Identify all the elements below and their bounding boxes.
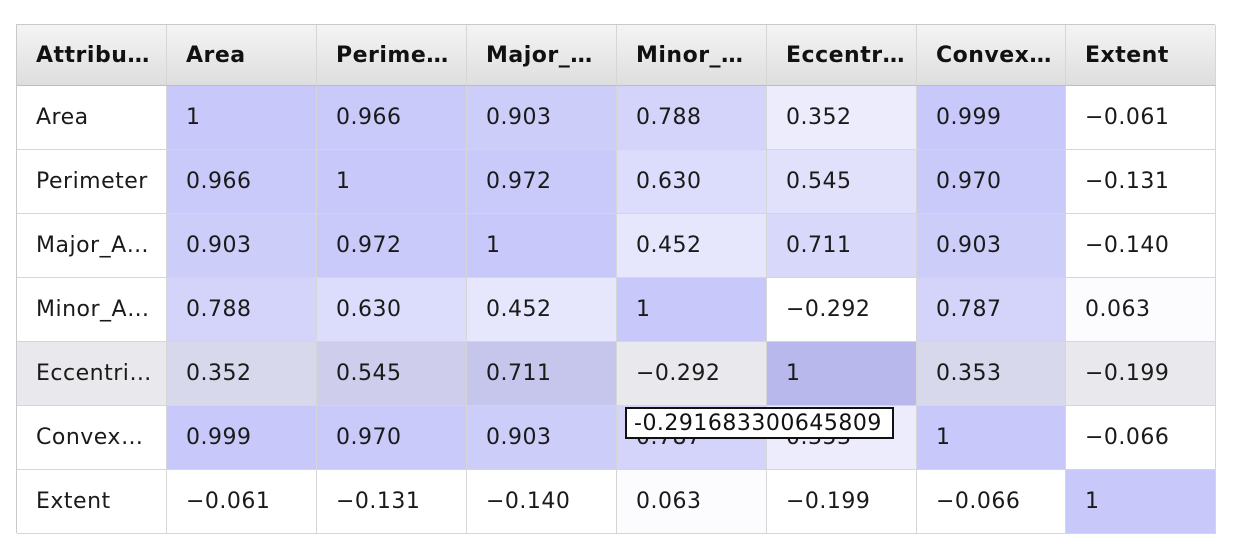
- table-cell[interactable]: 0.966: [167, 150, 317, 214]
- table-cell[interactable]: −0.199: [1066, 342, 1216, 406]
- table-cell[interactable]: 0.353: [917, 342, 1066, 406]
- table-cell[interactable]: 0.966: [317, 86, 467, 150]
- table-cell[interactable]: 0.630: [617, 150, 767, 214]
- column-header-6[interactable]: Convex…: [917, 25, 1066, 86]
- table-cell[interactable]: 0.452: [467, 278, 617, 342]
- table-cell[interactable]: −0.131: [1066, 150, 1216, 214]
- table-cell[interactable]: 1: [917, 406, 1066, 470]
- row-label[interactable]: Eccentri…: [17, 342, 167, 406]
- column-header-attribute[interactable]: Attribu…: [17, 25, 167, 86]
- table-cell[interactable]: 0.903: [917, 214, 1066, 278]
- table-cell[interactable]: −0.066: [1066, 406, 1216, 470]
- row-label[interactable]: Major_A…: [17, 214, 167, 278]
- table-cell[interactable]: 0.903: [467, 406, 617, 470]
- table-cell[interactable]: −0.292: [617, 342, 767, 406]
- table-cell[interactable]: −0.199: [767, 470, 917, 534]
- table-cell[interactable]: 1: [1066, 470, 1216, 534]
- table-cell[interactable]: 0.903: [467, 86, 617, 150]
- column-header-1[interactable]: Area: [167, 25, 317, 86]
- table-cell[interactable]: 0.999: [167, 406, 317, 470]
- table-cell[interactable]: −0.066: [917, 470, 1066, 534]
- row-label[interactable]: Perimeter: [17, 150, 167, 214]
- table-cell[interactable]: 0.063: [617, 470, 767, 534]
- row-label[interactable]: Extent: [17, 470, 167, 534]
- table-cell[interactable]: 1: [467, 214, 617, 278]
- table-cell[interactable]: 1: [167, 86, 317, 150]
- table-cell[interactable]: 0.903: [167, 214, 317, 278]
- column-header-5[interactable]: Eccentr…: [767, 25, 917, 86]
- table-cell[interactable]: 0.970: [917, 150, 1066, 214]
- table-cell[interactable]: −0.131: [317, 470, 467, 534]
- table-cell[interactable]: −0.292: [767, 278, 917, 342]
- table-cell[interactable]: 0.352: [167, 342, 317, 406]
- table-cell[interactable]: 0.970: [317, 406, 467, 470]
- table-cell[interactable]: 1: [767, 342, 917, 406]
- correlation-table: Attribu… Area Perime… Major_… Minor_… Eccentr…: [16, 24, 1216, 534]
- row-label[interactable]: Convex…: [17, 406, 167, 470]
- table-cell[interactable]: 0.999: [917, 86, 1066, 150]
- table-cell[interactable]: 1: [617, 278, 767, 342]
- table-cell[interactable]: 0.545: [767, 150, 917, 214]
- table-cell[interactable]: 0.711: [467, 342, 617, 406]
- table-cell[interactable]: −0.140: [1066, 214, 1216, 278]
- table-cell[interactable]: 0.972: [317, 214, 467, 278]
- table-cell[interactable]: −0.061: [1066, 86, 1216, 150]
- table-cell[interactable]: −0.140: [467, 470, 617, 534]
- row-label[interactable]: Area: [17, 86, 167, 150]
- table-cell[interactable]: 0.063: [1066, 278, 1216, 342]
- column-header-4[interactable]: Minor_…: [617, 25, 767, 86]
- cell-value-tooltip: -0.291683300645809: [625, 407, 894, 439]
- table-cell[interactable]: 0.787: [917, 278, 1066, 342]
- row-label[interactable]: Minor_A…: [17, 278, 167, 342]
- column-header-2[interactable]: Perime…: [317, 25, 467, 86]
- table-cell[interactable]: 1: [317, 150, 467, 214]
- table-cell[interactable]: 0.630: [317, 278, 467, 342]
- table-cell[interactable]: 0.352: [767, 86, 917, 150]
- table-cell[interactable]: 0.545: [317, 342, 467, 406]
- table-cell[interactable]: 0.711: [767, 214, 917, 278]
- table-cell[interactable]: 0.452: [617, 214, 767, 278]
- column-header-3[interactable]: Major_…: [467, 25, 617, 86]
- table-cell[interactable]: 0.788: [167, 278, 317, 342]
- table-cell[interactable]: 0.788: [617, 86, 767, 150]
- table-cell[interactable]: 0.972: [467, 150, 617, 214]
- column-header-7[interactable]: Extent: [1066, 25, 1216, 86]
- table-cell[interactable]: −0.061: [167, 470, 317, 534]
